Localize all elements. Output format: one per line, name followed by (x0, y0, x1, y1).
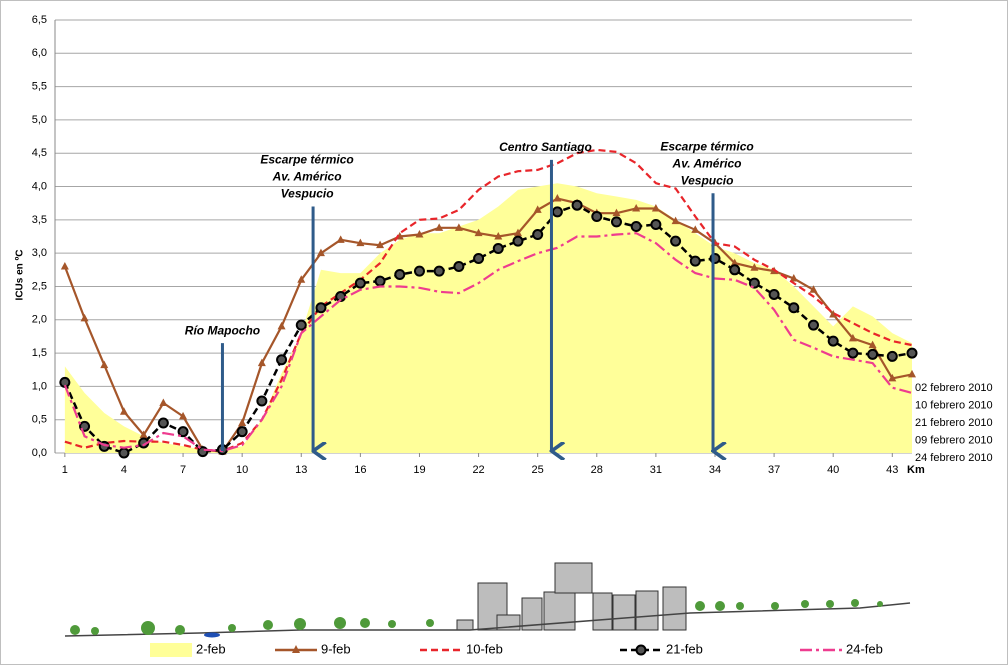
legend-swatch (150, 643, 192, 657)
y-tick-label: 5,5 (32, 81, 47, 93)
marker (553, 207, 562, 216)
marker (612, 217, 621, 226)
x-tick-label: 7 (180, 464, 186, 476)
marker (809, 321, 818, 330)
marker (376, 277, 385, 286)
annotation-text: Vespucio (281, 187, 334, 201)
marker (395, 270, 404, 279)
y-tick-label: 4,0 (32, 180, 47, 192)
marker (316, 303, 325, 312)
legend-label: 2-feb (196, 641, 226, 656)
marker (789, 303, 798, 312)
y-tick-label: 2,0 (32, 314, 47, 326)
y-tick-label: 0,5 (32, 414, 47, 426)
marker (119, 449, 128, 458)
x-axis-label: Km (907, 464, 925, 476)
marker (454, 262, 463, 271)
legend-label: 10-feb (466, 641, 503, 656)
marker (573, 201, 582, 210)
x-tick-label: 19 (413, 464, 425, 476)
marker (474, 254, 483, 263)
end-label: 24 febrero 2010 (915, 452, 993, 464)
marker (908, 349, 917, 358)
end-label: 21 febrero 2010 (915, 417, 993, 429)
marker (159, 419, 168, 428)
chart: ICUs en ºC Km 0,0 0,5 1,0 1,5 2,0 2,5 3,0 3,5 4,… (0, 0, 1008, 665)
x-tick-label: 1 (62, 464, 68, 476)
y-tick-label: 1,0 (32, 380, 47, 392)
marker (533, 230, 542, 239)
legend-label: 24-feb (846, 641, 883, 656)
legend-marker (637, 646, 646, 655)
x-tick-label: 40 (827, 464, 839, 476)
x-tick-label: 4 (121, 464, 127, 476)
x-tick-label: 25 (532, 464, 544, 476)
x-tick-label: 22 (472, 464, 484, 476)
end-label: 09 febrero 2010 (915, 434, 993, 446)
marker (888, 352, 897, 361)
marker (868, 350, 877, 359)
annotation-text: Av. Américo (272, 170, 342, 184)
marker (592, 212, 601, 221)
end-label: 02 febrero 2010 (915, 382, 993, 394)
annotation-text: Av. Américo (672, 156, 742, 170)
x-tick-label: 37 (768, 464, 780, 476)
x-tick-label: 13 (295, 464, 307, 476)
marker (238, 427, 247, 436)
y-tick-label: 2,5 (32, 280, 47, 292)
x-tick-label: 16 (354, 464, 366, 476)
page: {"chart_data": { "type": "line", "y_labe… (0, 0, 1008, 665)
y-tick-label: 6,5 (32, 14, 47, 26)
y-tick-label: 3,5 (32, 214, 47, 226)
y-tick-label: 1,5 (32, 347, 47, 359)
y-tick-label: 4,5 (32, 147, 47, 159)
marker (356, 279, 365, 288)
marker (848, 349, 857, 358)
annotation-text: Escarpe térmico (260, 153, 353, 167)
legend-label: 9-feb (321, 641, 351, 656)
marker (829, 337, 838, 346)
marker (257, 397, 266, 406)
annotation-text: Escarpe térmico (660, 139, 753, 153)
x-tick-label: 34 (709, 464, 721, 476)
marker (632, 222, 641, 231)
end-label: 10 febrero 2010 (915, 399, 993, 411)
annotation-text: Centro Santiago (499, 140, 592, 154)
marker (297, 321, 306, 330)
y-axis-label: ICUs en ºC (15, 250, 26, 301)
marker (671, 237, 680, 246)
annotation-text: Río Mapocho (185, 323, 260, 337)
marker (415, 267, 424, 276)
y-tick-label: 6,0 (32, 47, 47, 59)
y-tick-label: 5,0 (32, 114, 47, 126)
x-tick-label: 10 (236, 464, 248, 476)
marker (513, 237, 522, 246)
marker (651, 220, 660, 229)
marker (730, 265, 739, 274)
marker (494, 244, 503, 253)
marker (277, 355, 286, 364)
annotation-text: Vespucio (681, 173, 734, 187)
marker (691, 257, 700, 266)
y-tick-label: 3,0 (32, 247, 47, 259)
y-tick-label: 0,0 (32, 447, 47, 459)
marker (770, 290, 779, 299)
x-tick-label: 31 (650, 464, 662, 476)
x-tick-label: 43 (886, 464, 898, 476)
x-tick-label: 28 (591, 464, 603, 476)
legend-label: 21-feb (666, 641, 703, 656)
marker (435, 267, 444, 276)
